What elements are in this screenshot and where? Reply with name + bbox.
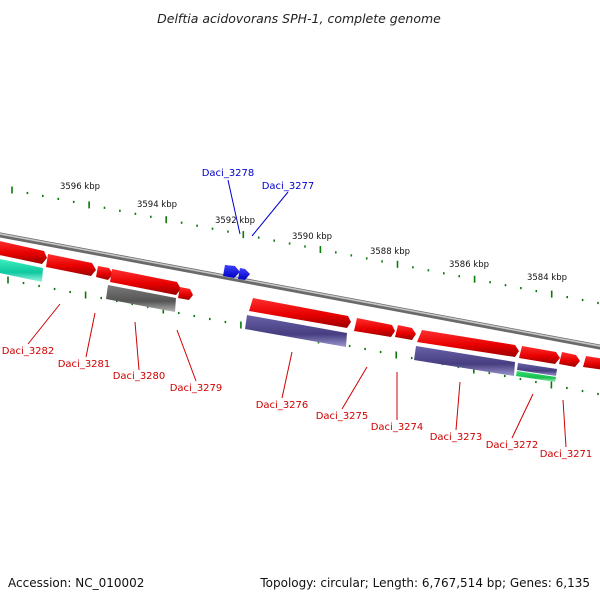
genome-summary-text: Topology: circular; Length: 6,767,514 bp… xyxy=(260,576,590,590)
tick-label: 3592 kbp xyxy=(215,216,255,226)
connector-3271 xyxy=(562,399,567,448)
connector-3277 xyxy=(251,191,289,237)
tick-label: 3594 kbp xyxy=(137,200,177,210)
reverse-gene-a[interactable] xyxy=(245,315,347,347)
label-connectors xyxy=(27,179,567,448)
tick-label: 3586 kbp xyxy=(449,260,489,270)
gene-arrow-fwd-a[interactable] xyxy=(178,287,193,300)
gene-label-3274[interactable]: Daci_3274 xyxy=(371,422,424,433)
rna-gene-left[interactable] xyxy=(0,258,43,282)
gene-arrow-3282[interactable] xyxy=(0,240,47,264)
gene-label-3271[interactable]: Daci_3271 xyxy=(540,449,593,460)
gene-label-3279[interactable]: Daci_3279 xyxy=(170,383,223,394)
gene-label-3273[interactable]: Daci_3273 xyxy=(430,432,483,443)
kbp-tick-labels: 3596 kbp 3594 kbp 3592 kbp 3590 kbp 3588… xyxy=(60,182,567,283)
gene-arrow-3274[interactable] xyxy=(395,325,416,340)
outer-tick-track xyxy=(11,186,599,305)
reverse-gene-c[interactable] xyxy=(517,363,557,376)
gene-arrow-3272[interactable] xyxy=(519,346,560,364)
gene-labels: Daci_3278 Daci_3277 Daci_3282 Daci_3281 … xyxy=(2,168,593,460)
gene-label-3275[interactable]: Daci_3275 xyxy=(316,411,369,422)
gene-label-3281[interactable]: Daci_3281 xyxy=(58,359,111,370)
gene-label-3277[interactable]: Daci_3277 xyxy=(262,181,315,192)
accession-text: Accession: NC_010002 xyxy=(8,576,145,590)
gene-label-3276[interactable]: Daci_3276 xyxy=(256,400,309,411)
pseudo-gene[interactable] xyxy=(106,285,176,312)
gene-arrow-3280[interactable] xyxy=(96,266,113,280)
gene-arrow-3281[interactable] xyxy=(46,254,96,276)
genome-backbone xyxy=(0,232,600,350)
tick-label: 3584 kbp xyxy=(527,273,567,283)
connector-3275 xyxy=(341,366,368,410)
gene-label-3280[interactable]: Daci_3280 xyxy=(113,371,166,382)
gene-arrow-fwd-b[interactable] xyxy=(583,356,600,370)
connector-3276 xyxy=(281,351,293,399)
gene-arrow-3275[interactable] xyxy=(354,318,395,337)
connector-3278 xyxy=(227,179,241,235)
tick-label: 3596 kbp xyxy=(60,182,100,192)
gene-arrow-3279[interactable] xyxy=(110,269,181,295)
connector-3281 xyxy=(85,312,96,358)
map-title: Delftia acidovorans SPH-1, complete geno… xyxy=(157,11,441,26)
tick-label: 3590 kbp xyxy=(292,232,332,242)
connector-3272 xyxy=(511,393,534,439)
connector-3279 xyxy=(176,329,197,382)
gene-arrow-3278[interactable] xyxy=(223,265,240,278)
connector-3280 xyxy=(134,321,140,371)
gene-arrow-3271[interactable] xyxy=(559,352,580,367)
genome-backbone-highlight xyxy=(0,233,600,347)
connector-3282 xyxy=(27,303,61,345)
gene-label-3282[interactable]: Daci_3282 xyxy=(2,346,55,357)
reverse-gene-b[interactable] xyxy=(414,346,515,376)
gene-label-3278[interactable]: Daci_3278 xyxy=(202,168,255,179)
gene-arrow-3273[interactable] xyxy=(417,330,519,357)
gene-arrow-3276[interactable] xyxy=(249,298,351,328)
rna-gene-right[interactable] xyxy=(516,371,556,382)
tick-label: 3588 kbp xyxy=(370,247,410,257)
connector-3273 xyxy=(455,381,461,431)
gene-label-3272[interactable]: Daci_3272 xyxy=(486,440,539,451)
gene-features xyxy=(0,240,600,382)
gene-arrow-3277[interactable] xyxy=(238,268,250,280)
